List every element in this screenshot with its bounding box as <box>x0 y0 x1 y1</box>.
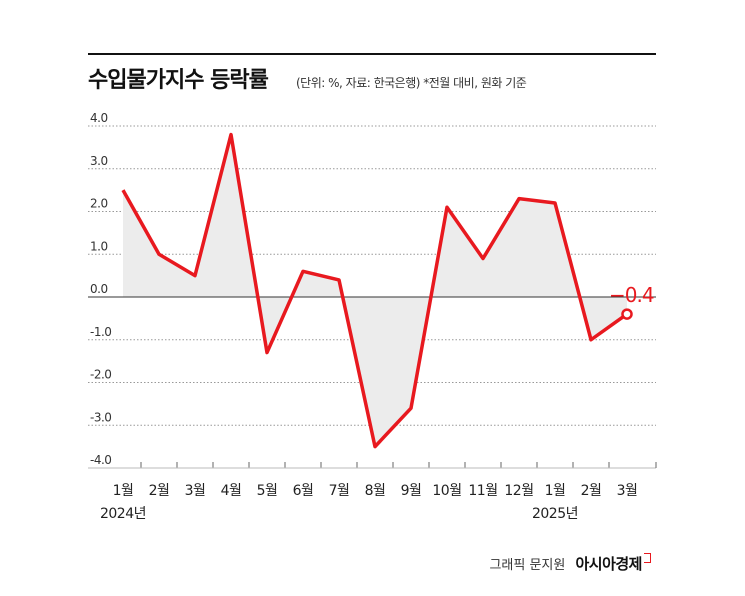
chart-title: 수입물가지수 등락률 <box>88 68 269 93</box>
footer: 그래픽 문지원 아시아경제 <box>489 553 651 574</box>
series-line <box>121 132 629 449</box>
chart-subtitle: (단위: %, 자료: 한국은행) *전월 대비, 원화 기준 <box>296 76 527 90</box>
x-axis-ticks: 1월 2월 3월 4월 5월 6월 7월 8월 9월 10월 11월 12월 1월 2월 3월 2024년 20… <box>88 462 657 522</box>
y-tick-label: -4.0 <box>90 453 111 467</box>
x-tick-label: 6월 <box>293 483 314 499</box>
y-tick-label: 2.0 <box>90 197 108 211</box>
year-label: 2025년 <box>532 506 578 522</box>
x-tick-label: 12월 <box>504 483 533 499</box>
y-tick-label: 1.0 <box>90 239 108 253</box>
x-tick-label: 2월 <box>581 483 602 499</box>
year-label: 2024년 <box>100 506 146 522</box>
x-tick-label: 4월 <box>221 483 242 499</box>
x-tick-label: 3월 <box>185 483 206 499</box>
brand-mark-icon <box>644 553 651 563</box>
x-tick-label: 5월 <box>257 483 278 499</box>
y-axis-ticks: 4.0 3.0 2.0 1.0 0.0 -1.0 -2.0 -3.0 -4.0 <box>90 111 112 467</box>
x-tick-label: 8월 <box>365 483 386 499</box>
y-tick-label: -3.0 <box>90 410 111 424</box>
y-tick-label: 4.0 <box>90 111 108 125</box>
x-tick-label: 10월 <box>432 483 461 499</box>
footer-credit: 그래픽 문지원 <box>489 558 566 573</box>
callout-label: −0.4 <box>609 283 654 307</box>
y-tick-label: 0.0 <box>90 282 108 296</box>
top-rule <box>88 53 656 55</box>
y-tick-label: 3.0 <box>90 154 108 168</box>
x-tick-label: 3월 <box>617 483 638 499</box>
area-fill <box>123 134 627 447</box>
y-tick-label: -1.0 <box>90 325 111 339</box>
x-tick-label: 1월 <box>545 483 566 499</box>
x-tick-label: 2월 <box>149 483 170 499</box>
last-point-marker <box>621 308 633 320</box>
x-tick-label: 1월 <box>113 483 134 499</box>
x-tick-label: 9월 <box>401 483 422 499</box>
x-tick-label: 11월 <box>468 483 497 499</box>
markers: −0.4 <box>609 283 655 320</box>
footer-brand: 아시아경제 <box>575 555 642 573</box>
y-tick-label: -2.0 <box>90 368 111 382</box>
x-tick-label: 7월 <box>329 483 350 499</box>
